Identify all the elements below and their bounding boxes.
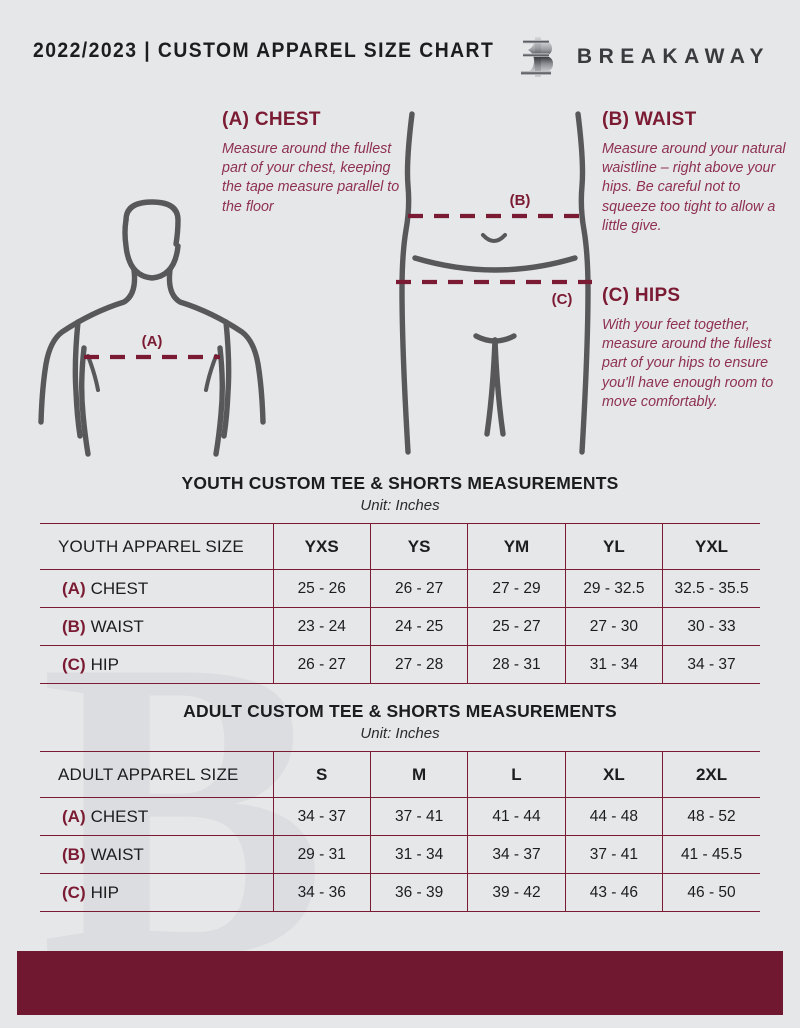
brand-lockup: BREAKAWAY [516, 34, 770, 80]
adult-table-title: ADULT CUSTOM TEE & SHORTS MEASUREMENTS [183, 701, 617, 721]
adult-chest-1: 37 - 41 [369, 797, 468, 836]
callout-hips-body: With your feet together, measure around … [602, 317, 774, 410]
youth-row-header-label: YOUTH APPAREL SIZE [40, 523, 273, 570]
youth-col-3: YL [564, 523, 663, 570]
adult-row-label-hip: (C) HIP [40, 873, 273, 912]
youth-col-4: YXL [662, 523, 760, 570]
table-row: (B) WAIST 23 - 24 24 - 25 25 - 27 27 - 30… [40, 607, 760, 646]
footer-bar [17, 951, 783, 1015]
row-tag: (B) [62, 616, 86, 636]
youth-waist-4: 30 - 33 [662, 607, 760, 646]
adult-hip-2: 39 - 42 [467, 873, 566, 912]
youth-waist-1: 24 - 25 [369, 607, 468, 646]
youth-chest-0: 25 - 26 [272, 569, 371, 608]
adult-size-table: ADULT APPAREL SIZE S M L XL 2XL (A) CHEST… [40, 751, 760, 912]
adult-row-label-waist: (B) WAIST [40, 835, 273, 874]
youth-chest-1: 26 - 27 [369, 569, 468, 608]
youth-table-unit: Unit: Inches [360, 497, 440, 514]
youth-row-label-chest: (A) CHEST [40, 569, 273, 608]
hip-measure-label: (C) [552, 291, 573, 308]
youth-hip-2: 28 - 31 [467, 645, 566, 684]
youth-col-1: YS [369, 523, 468, 570]
youth-chest-2: 27 - 29 [467, 569, 566, 608]
adult-col-1: M [369, 751, 468, 798]
adult-hip-1: 36 - 39 [369, 873, 468, 912]
table-row: (A) CHEST 34 - 37 37 - 41 41 - 44 44 - 48… [40, 797, 760, 836]
callout-waist-body: Measure around your natural waistline – … [602, 141, 786, 234]
adult-hip-0: 34 - 36 [272, 873, 371, 912]
page-title: 2022/2023 | CUSTOM APPAREL SIZE CHART [33, 38, 495, 62]
row-tag: (A) [62, 806, 86, 826]
table-row: (B) WAIST 29 - 31 31 - 34 34 - 37 37 - 41… [40, 835, 760, 874]
adult-waist-1: 31 - 34 [369, 835, 468, 874]
callout-waist: (B) WAIST Measure around your natural wa… [602, 109, 787, 236]
callout-chest-heading: (A) CHEST [222, 109, 321, 130]
youth-waist-3: 27 - 30 [564, 607, 663, 646]
table-row: (C) HIP 34 - 36 36 - 39 39 - 42 43 - 46 4… [40, 873, 760, 912]
page-header: 2022/2023 | CUSTOM APPAREL SIZE CHART [0, 34, 800, 80]
youth-hip-4: 34 - 37 [662, 645, 760, 684]
youth-table-block: YOUTH CUSTOM TEE & SHORTS MEASUREMENTS U… [0, 473, 800, 684]
youth-col-0: YXS [272, 523, 371, 570]
adult-col-3: XL [564, 751, 663, 798]
row-label: HIP [90, 654, 119, 674]
adult-hip-4: 46 - 50 [662, 873, 760, 912]
adult-row-header-label: ADULT APPAREL SIZE [40, 751, 273, 798]
callout-hips-heading: (C) HIPS [602, 285, 681, 306]
adult-chest-0: 34 - 37 [272, 797, 371, 836]
chest-measure-label: (A) [142, 333, 163, 350]
row-tag: (C) [62, 654, 86, 674]
adult-hip-3: 43 - 46 [564, 873, 663, 912]
youth-size-table: YOUTH APPAREL SIZE YXS YS YM YL YXL (A) C… [40, 523, 760, 684]
row-label: WAIST [90, 844, 144, 864]
youth-chest-3: 29 - 32.5 [564, 569, 663, 608]
youth-hip-3: 31 - 34 [564, 645, 663, 684]
adult-col-0: S [272, 751, 371, 798]
callout-chest: (A) CHEST Measure around the fullest par… [222, 109, 407, 217]
brand-name: BREAKAWAY [576, 45, 770, 68]
adult-col-4: 2XL [662, 751, 760, 798]
adult-row-label-chest: (A) CHEST [40, 797, 273, 836]
callout-hips: (C) HIPS With your feet together, measur… [602, 285, 787, 412]
youth-waist-0: 23 - 24 [272, 607, 371, 646]
torso-figure-illustration: (A) [22, 100, 282, 465]
row-label: WAIST [90, 616, 144, 636]
youth-table-title: YOUTH CUSTOM TEE & SHORTS MEASUREMENTS [181, 473, 619, 493]
adult-table-unit: Unit: Inches [360, 725, 440, 742]
callout-chest-body: Measure around the fullest part of your … [222, 141, 400, 215]
callout-waist-heading: (B) WAIST [602, 109, 697, 130]
adult-table-block: ADULT CUSTOM TEE & SHORTS MEASUREMENTS U… [0, 701, 800, 912]
adult-chest-3: 44 - 48 [564, 797, 663, 836]
adult-waist-3: 37 - 41 [564, 835, 663, 874]
youth-row-label-waist: (B) WAIST [40, 607, 273, 646]
breakaway-b-monogram-icon [516, 34, 560, 80]
youth-col-2: YM [467, 523, 566, 570]
row-tag: (B) [62, 844, 86, 864]
table-row: (C) HIP 26 - 27 27 - 28 28 - 31 31 - 34 3… [40, 645, 760, 684]
adult-chest-2: 41 - 44 [467, 797, 566, 836]
youth-hip-1: 27 - 28 [369, 645, 468, 684]
adult-waist-0: 29 - 31 [272, 835, 371, 874]
row-label: CHEST [90, 578, 149, 598]
table-row: (A) CHEST 25 - 26 26 - 27 27 - 29 29 - 32… [40, 569, 760, 608]
lower-body-figure-illustration: (B) (C) [390, 108, 600, 463]
adult-waist-2: 34 - 37 [467, 835, 566, 874]
adult-table-header-row: ADULT APPAREL SIZE S M L XL 2XL [40, 751, 760, 798]
row-tag: (A) [62, 578, 86, 598]
adult-chest-4: 48 - 52 [662, 797, 760, 836]
youth-table-header-row: YOUTH APPAREL SIZE YXS YS YM YL YXL [40, 523, 760, 570]
adult-col-2: L [467, 751, 566, 798]
row-tag: (C) [62, 882, 86, 902]
youth-chest-4: 32.5 - 35.5 [662, 569, 760, 608]
youth-hip-0: 26 - 27 [272, 645, 371, 684]
adult-waist-4: 41 - 45.5 [662, 835, 760, 874]
row-label: HIP [90, 882, 119, 902]
youth-row-label-hip: (C) HIP [40, 645, 273, 684]
waist-measure-label: (B) [510, 192, 531, 209]
youth-waist-2: 25 - 27 [467, 607, 566, 646]
row-label: CHEST [90, 806, 149, 826]
